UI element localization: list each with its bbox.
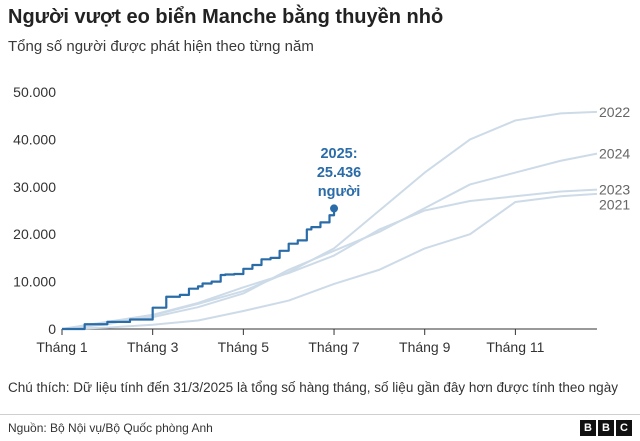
chart-subtitle: Tổng số người được phát hiện theo từng n… bbox=[8, 38, 314, 55]
series-label-2021: 2021 bbox=[599, 197, 630, 213]
series-label-2022: 2022 bbox=[599, 104, 630, 120]
logo-letter: B bbox=[580, 420, 596, 436]
logo-letter: B bbox=[598, 420, 614, 436]
series-layer bbox=[61, 110, 598, 331]
y-tick-label: 0 bbox=[48, 321, 56, 337]
line-chart: 0 10.000 20.000 30.000 40.000 50.000 Tháng 1 Th… bbox=[13, 84, 631, 355]
annotation-line: 25.436 bbox=[317, 165, 361, 181]
x-tick-label: Tháng 11 bbox=[486, 339, 544, 355]
x-tick-label: Tháng 5 bbox=[218, 339, 270, 355]
logo-letter: C bbox=[616, 420, 632, 436]
chart-note: Chú thích: Dữ liệu tính đến 31/3/2025 là… bbox=[8, 380, 618, 395]
series-end-point-2025 bbox=[330, 204, 339, 213]
y-tick-label: 30.000 bbox=[13, 179, 56, 195]
chart-axes: 0 10.000 20.000 30.000 40.000 50.000 Tháng 1 Th… bbox=[13, 84, 597, 355]
x-tick-label: Tháng 9 bbox=[399, 339, 451, 355]
y-tick-label: 10.000 bbox=[13, 274, 56, 290]
x-tick-label: Tháng 3 bbox=[127, 339, 179, 355]
source-text: Nguồn: Bộ Nội vụ/Bộ Quốc phòng Anh bbox=[8, 421, 213, 435]
bbc-logo: B B C bbox=[580, 420, 632, 436]
annotation-line: 2025: bbox=[320, 146, 357, 162]
x-tick-label: Tháng 7 bbox=[308, 339, 360, 355]
footer-divider bbox=[0, 414, 640, 415]
y-tick-label: 20.000 bbox=[13, 226, 56, 242]
series-label-2024: 2024 bbox=[599, 146, 630, 162]
y-tick-label: 40.000 bbox=[13, 131, 56, 147]
series-line-2025 bbox=[62, 208, 336, 331]
series-line-2021 bbox=[61, 192, 598, 330]
y-tick-label: 50.000 bbox=[13, 84, 56, 100]
x-tick-label: Tháng 1 bbox=[36, 339, 88, 355]
chart-title: Người vượt eo biển Manche bằng thuyền nh… bbox=[8, 6, 444, 28]
annotation-line: người bbox=[318, 184, 361, 200]
series-label-2023: 2023 bbox=[599, 182, 630, 198]
series-line-2023 bbox=[61, 188, 598, 330]
